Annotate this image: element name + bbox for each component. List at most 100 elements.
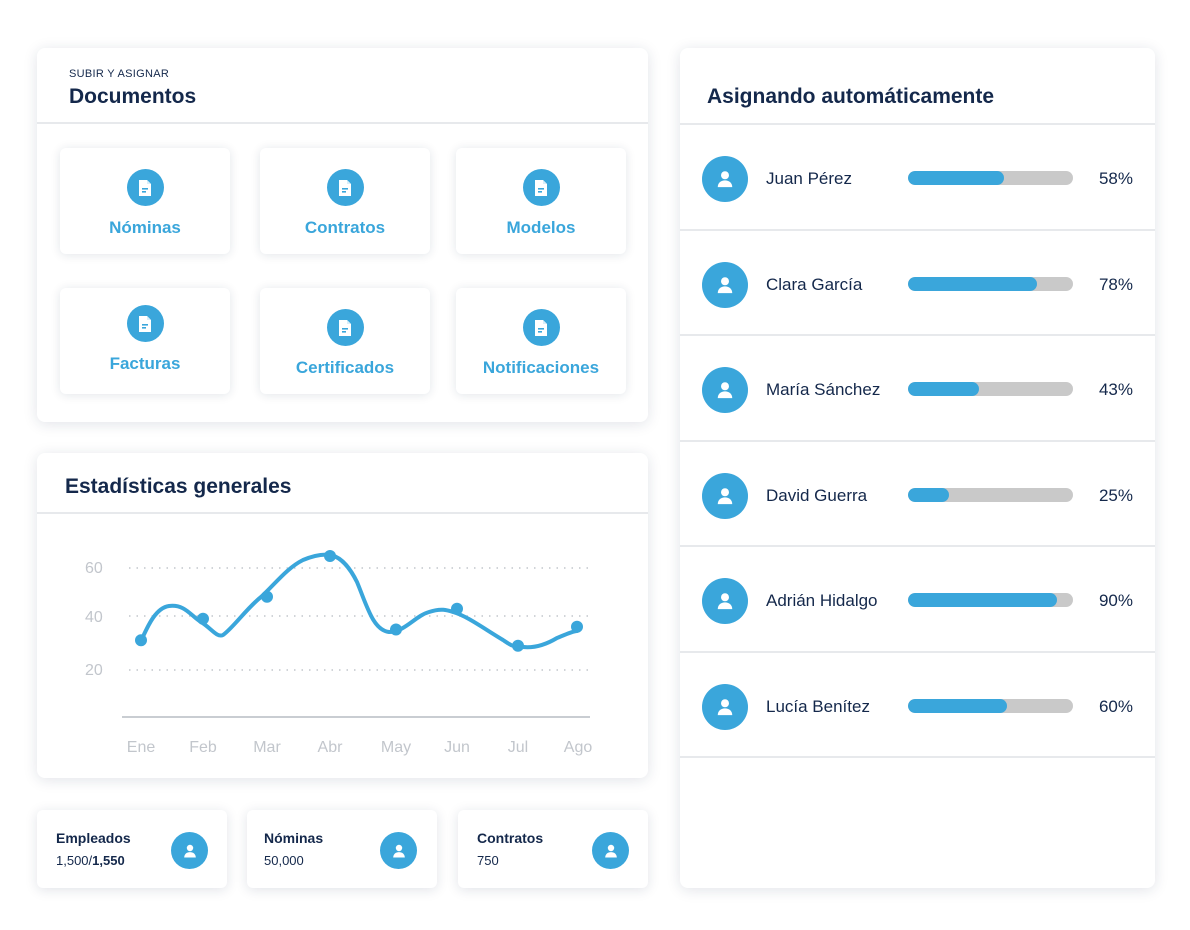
assign-row[interactable]: David Guerra 25% bbox=[680, 442, 1155, 547]
progress-percent: 58% bbox=[1098, 169, 1133, 188]
assignee-name: Juan Pérez bbox=[766, 169, 852, 188]
document-icon bbox=[326, 309, 364, 346]
progress-bar bbox=[908, 276, 1073, 291]
x-tick-label: Jun bbox=[444, 739, 470, 756]
summary-value-total: 1,550 bbox=[92, 853, 125, 868]
progress-fill bbox=[908, 593, 1057, 607]
assign-row[interactable]: Clara García 78% bbox=[680, 231, 1155, 336]
tile-nominas[interactable]: Nóminas bbox=[60, 148, 230, 254]
avatar bbox=[702, 683, 748, 730]
document-icon bbox=[326, 169, 364, 206]
avatar bbox=[702, 367, 748, 413]
y-tick-label: 20 bbox=[85, 662, 103, 679]
documents-header: SUBIR Y ASIGNAR Documentos bbox=[37, 48, 648, 124]
data-point bbox=[512, 639, 524, 652]
progress-fill bbox=[908, 487, 950, 502]
assign-row[interactable]: Lucía Benítez 60% bbox=[680, 653, 1155, 758]
documents-eyebrow: SUBIR Y ASIGNAR bbox=[69, 68, 170, 80]
summary-card-contratos: Contratos 750 bbox=[458, 810, 648, 888]
user-icon bbox=[171, 832, 208, 869]
progress-fill bbox=[908, 698, 1007, 713]
avatar bbox=[702, 472, 748, 519]
summary-card-empleados: Empleados 1,500/1,550 bbox=[37, 810, 227, 888]
auto-assign-header: Asignando automáticamente bbox=[680, 48, 1155, 125]
stats-header: Estadísticas generales bbox=[37, 453, 648, 514]
assignee-name: Clara García bbox=[766, 274, 863, 294]
assign-row[interactable]: María Sánchez 43% bbox=[680, 336, 1155, 442]
x-tick-label: Ago bbox=[564, 739, 593, 756]
documents-card: SUBIR Y ASIGNAR Documentos Nóminas Contr… bbox=[37, 48, 648, 422]
y-tick-label: 40 bbox=[85, 609, 103, 626]
progress-percent: 25% bbox=[1098, 485, 1133, 505]
user-icon bbox=[380, 832, 417, 869]
tile-label: Facturas bbox=[109, 354, 181, 373]
progress-percent: 60% bbox=[1098, 696, 1133, 716]
progress-bar bbox=[908, 382, 1073, 396]
progress-percent: 43% bbox=[1098, 380, 1133, 399]
progress-fill bbox=[908, 171, 1004, 185]
assign-row[interactable]: Adrián Hidalgo 90% bbox=[680, 547, 1155, 653]
progress-bar bbox=[908, 171, 1073, 185]
tile-certificados[interactable]: Certificados bbox=[260, 288, 430, 394]
assignee-name: David Guerra bbox=[766, 485, 868, 505]
y-tick-label: 60 bbox=[85, 560, 103, 577]
tile-label: Nóminas bbox=[109, 218, 181, 237]
series-points bbox=[135, 550, 583, 652]
progress-bar bbox=[908, 487, 1073, 502]
data-point bbox=[571, 620, 583, 633]
assignee-name: Adrián Hidalgo bbox=[766, 591, 878, 610]
tile-label: Contratos bbox=[304, 218, 386, 237]
user-icon bbox=[592, 832, 629, 869]
summary-label: Contratos bbox=[477, 830, 544, 846]
summary-card-nominas: Nóminas 50,000 bbox=[247, 810, 437, 888]
progress-fill bbox=[908, 276, 1037, 291]
auto-assign-card: Asignando automáticamente Juan Pérez 58%… bbox=[680, 48, 1155, 888]
data-point bbox=[451, 602, 463, 615]
tile-modelos[interactable]: Modelos bbox=[456, 148, 626, 254]
progress-fill bbox=[908, 382, 979, 396]
data-point bbox=[390, 623, 402, 636]
avatar bbox=[702, 261, 748, 308]
assign-list: Juan Pérez 58% Clara García 78% María Sá… bbox=[680, 125, 1155, 758]
data-point bbox=[135, 634, 147, 647]
documents-title: Documentos bbox=[69, 85, 197, 108]
avatar bbox=[702, 578, 748, 624]
summary-label: Empleados bbox=[56, 830, 131, 846]
x-tick-label: Ene bbox=[127, 739, 156, 756]
auto-assign-title: Asignando automáticamente bbox=[707, 85, 995, 108]
data-point bbox=[324, 550, 336, 562]
progress-percent: 90% bbox=[1098, 591, 1133, 610]
summary-value-text: 750 bbox=[477, 853, 499, 868]
x-tick-label: Mar bbox=[253, 739, 281, 756]
summary-value: 1,500/1,550 bbox=[56, 853, 125, 868]
summary-label: Nóminas bbox=[264, 830, 324, 846]
tile-facturas[interactable]: Facturas bbox=[60, 288, 230, 394]
progress-bar bbox=[908, 698, 1073, 713]
tile-label: Modelos bbox=[506, 218, 576, 237]
tile-contratos[interactable]: Contratos bbox=[260, 148, 430, 254]
stats-title: Estadísticas generales bbox=[65, 475, 292, 498]
assignee-name: Lucía Benítez bbox=[766, 696, 870, 716]
document-icon bbox=[126, 169, 164, 206]
document-icon bbox=[522, 309, 560, 346]
x-tick-label: Abr bbox=[318, 739, 344, 756]
tile-notificaciones[interactable]: Notificaciones bbox=[456, 288, 626, 394]
document-icon bbox=[522, 169, 560, 206]
assign-row[interactable]: Juan Pérez 58% bbox=[680, 125, 1155, 231]
stats-card: Estadísticas generales 60 40 20 Ene Feb … bbox=[37, 453, 648, 778]
summary-value-text: 1,500/ bbox=[56, 853, 93, 868]
assignee-name: María Sánchez bbox=[766, 380, 881, 399]
tile-label: Notificaciones bbox=[482, 358, 600, 377]
line-chart: 60 40 20 Ene Feb Mar Abr May Jun Jul Ago bbox=[85, 550, 593, 756]
data-point bbox=[197, 612, 209, 625]
data-point bbox=[261, 590, 273, 603]
progress-bar bbox=[908, 593, 1073, 607]
progress-percent: 78% bbox=[1098, 274, 1133, 294]
document-icon bbox=[126, 305, 164, 342]
x-tick-label: Jul bbox=[508, 739, 528, 756]
x-tick-label: May bbox=[381, 739, 411, 756]
tile-label: Certificados bbox=[295, 358, 395, 377]
x-tick-label: Feb bbox=[189, 739, 217, 756]
avatar bbox=[702, 156, 748, 202]
summary-value-text: 50,000 bbox=[264, 853, 304, 868]
